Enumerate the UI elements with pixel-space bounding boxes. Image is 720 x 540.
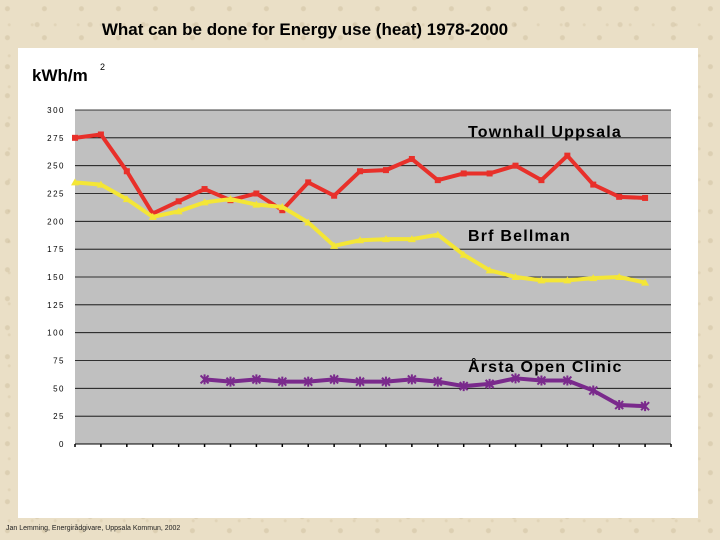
data-point-townhall-uppsala-20 (590, 181, 597, 188)
data-point-townhall-uppsala-10 (331, 192, 338, 199)
y-tick-label-225: 225 (47, 190, 65, 199)
footer-credit: Jan Lemming, Energirådgivare, Uppsala Ko… (6, 525, 181, 532)
data-point-townhall-uppsala-15 (460, 170, 467, 177)
data-point-townhall-uppsala-11 (357, 168, 364, 175)
series-label-brf-bellman: Brf Bellman (468, 228, 571, 245)
data-point-brf-bellman-21 (615, 273, 624, 280)
y-tick-label-150: 150 (47, 273, 65, 282)
data-point-brf-bellman-15 (459, 250, 468, 258)
data-point-brf-bellman-8 (278, 202, 287, 210)
data-point-brf-bellman-22 (641, 278, 650, 286)
series-label--rsta-open-clinic: Årsta Open Clinic (468, 357, 623, 376)
data-point--rsta-open-clinic-14 (562, 375, 573, 386)
data-point--rsta-open-clinic-17 (640, 401, 650, 412)
series-line--rsta-open-clinic (204, 376, 646, 409)
data-point-townhall-uppsala-14 (434, 177, 441, 184)
data-point-townhall-uppsala-17 (512, 162, 519, 169)
data-point-townhall-uppsala-7 (253, 190, 260, 197)
data-point-townhall-uppsala-1 (97, 131, 104, 138)
y-axis-label-superscript: 2 (100, 62, 105, 72)
data-point-brf-bellman-20 (589, 274, 598, 282)
data-point-townhall-uppsala-18 (538, 177, 545, 184)
y-tick-label-200: 200 (47, 217, 65, 226)
data-point-brf-bellman-19 (563, 276, 572, 284)
chart-frame: kWh/m 2 0 25 50 75 100 125 150 175 200 225 250 275 3… (18, 48, 698, 518)
data-point--rsta-open-clinic-0 (199, 374, 210, 385)
data-point--rsta-open-clinic-15 (588, 385, 598, 396)
data-point-townhall-uppsala-0 (72, 134, 78, 141)
data-point-brf-bellman-3 (148, 212, 157, 220)
series-label-townhall-uppsala: Townhall Uppsala (468, 124, 622, 141)
data-point-townhall-uppsala-16 (486, 170, 493, 177)
data-point-brf-bellman-11 (356, 236, 365, 244)
data-point-townhall-uppsala-22 (642, 194, 649, 201)
data-point--rsta-open-clinic-6 (355, 376, 365, 387)
data-point-brf-bellman-6 (226, 195, 235, 203)
data-point-townhall-uppsala-8 (279, 207, 286, 214)
data-point-brf-bellman-13 (407, 235, 416, 243)
y-tick-label-0: 0 (59, 440, 65, 449)
data-point-townhall-uppsala-4 (175, 198, 182, 205)
data-point-townhall-uppsala-2 (123, 168, 130, 175)
data-point--rsta-open-clinic-8 (407, 374, 417, 385)
y-tick-label-50: 50 (53, 384, 65, 393)
data-point--rsta-open-clinic-9 (433, 376, 443, 387)
data-point--rsta-open-clinic-12 (510, 373, 521, 384)
y-tick-label-100: 100 (47, 329, 65, 338)
y-axis-label: kWh/m (32, 66, 88, 85)
data-point-brf-bellman-12 (381, 235, 390, 243)
y-tick-label-175: 175 (47, 245, 65, 254)
data-point--rsta-open-clinic-3 (277, 376, 288, 387)
data-point--rsta-open-clinic-10 (458, 381, 469, 392)
data-point-brf-bellman-5 (200, 198, 209, 206)
y-tick-label-75: 75 (53, 357, 65, 366)
data-point-brf-bellman-4 (174, 207, 183, 215)
data-point--rsta-open-clinic-1 (225, 376, 236, 387)
data-point--rsta-open-clinic-16 (614, 400, 624, 411)
data-point-townhall-uppsala-9 (305, 179, 312, 186)
data-point-brf-bellman-16 (485, 266, 494, 274)
data-point-brf-bellman-7 (252, 200, 261, 208)
data-point-townhall-uppsala-12 (382, 167, 389, 174)
y-tick-label-250: 250 (47, 162, 65, 171)
data-point-townhall-uppsala-21 (616, 193, 623, 200)
data-point--rsta-open-clinic-4 (303, 376, 313, 387)
data-point-brf-bellman-2 (122, 195, 131, 203)
data-point--rsta-open-clinic-7 (381, 376, 391, 387)
data-point--rsta-open-clinic-11 (484, 378, 495, 389)
y-tick-label-125: 125 (47, 301, 65, 310)
data-point-brf-bellman-10 (330, 241, 339, 249)
y-tick-label-275: 275 (47, 134, 65, 143)
energy-chart: kWh/m 2 0 25 50 75 100 125 150 175 200 225 250 275 3… (32, 62, 672, 449)
data-point-brf-bellman-0 (71, 178, 79, 186)
data-point-brf-bellman-9 (304, 218, 313, 226)
data-point--rsta-open-clinic-2 (251, 374, 262, 385)
data-point-brf-bellman-17 (511, 273, 520, 280)
data-point-brf-bellman-1 (96, 180, 105, 188)
data-point-brf-bellman-14 (433, 230, 442, 238)
data-point--rsta-open-clinic-13 (536, 375, 547, 386)
data-point-townhall-uppsala-5 (201, 186, 208, 193)
data-point--rsta-open-clinic-5 (329, 374, 339, 385)
data-point-brf-bellman-18 (537, 276, 546, 284)
data-point-townhall-uppsala-19 (564, 152, 571, 159)
y-tick-label-25: 25 (53, 412, 65, 421)
slide-title: What can be done for Energy use (heat) 1… (101, 20, 509, 39)
data-point-townhall-uppsala-13 (408, 155, 415, 162)
y-tick-label-300: 300 (47, 106, 65, 115)
